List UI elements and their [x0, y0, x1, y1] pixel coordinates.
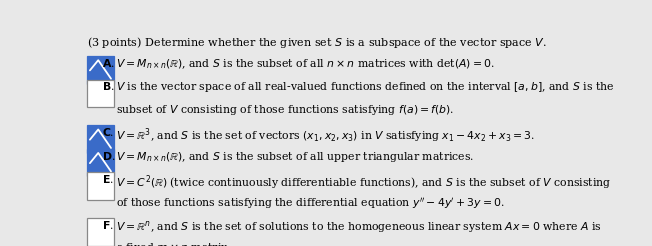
Text: $\mathbf{F}$.: $\mathbf{F}$.: [102, 219, 113, 231]
FancyBboxPatch shape: [87, 79, 114, 107]
Text: $\mathbf{E}$.: $\mathbf{E}$.: [102, 173, 113, 185]
Text: $V = M_{n\times n}(\mathbb{R})$, and $S$ is the subset of all upper triangular m: $V = M_{n\times n}(\mathbb{R})$, and $S$…: [116, 150, 474, 164]
Text: subset of $V$ consisting of those functions satisfying $f(a) = f(b)$.: subset of $V$ consisting of those functi…: [116, 103, 454, 117]
FancyBboxPatch shape: [87, 125, 114, 153]
FancyBboxPatch shape: [87, 218, 114, 246]
FancyBboxPatch shape: [87, 149, 114, 176]
Text: of those functions satisfying the differential equation $y'' - 4y' + 3y = 0$.: of those functions satisfying the differ…: [116, 196, 505, 211]
Text: (3 points) Determine whether the given set $S$ is a subspace of the vector space: (3 points) Determine whether the given s…: [87, 35, 546, 50]
FancyBboxPatch shape: [87, 172, 114, 200]
FancyBboxPatch shape: [87, 56, 114, 84]
Text: $V = M_{n\times n}(\mathbb{R})$, and $S$ is the subset of all $n \times n$ matri: $V = M_{n\times n}(\mathbb{R})$, and $S$…: [116, 57, 494, 71]
Text: $\mathbf{A}$.: $\mathbf{A}$.: [102, 57, 115, 69]
Text: $V = C^2(\mathbb{R})$ (twice continuously differentiable functions), and $S$ is : $V = C^2(\mathbb{R})$ (twice continuousl…: [116, 173, 611, 192]
Text: $V = \mathbb{R}^n$, and $S$ is the set of solutions to the homogeneous linear sy: $V = \mathbb{R}^n$, and $S$ is the set o…: [116, 219, 601, 235]
Text: $V$ is the vector space of all real-valued functions defined on the interval $[a: $V$ is the vector space of all real-valu…: [116, 80, 614, 94]
Text: $\mathbf{C}$.: $\mathbf{C}$.: [102, 126, 114, 138]
Text: $\mathbf{D}$.: $\mathbf{D}$.: [102, 150, 115, 162]
Text: a fixed $m \times n$ matrix.: a fixed $m \times n$ matrix.: [116, 241, 231, 246]
Text: $\mathbf{B}$.: $\mathbf{B}$.: [102, 80, 114, 92]
Text: $V = \mathbb{R}^3$, and $S$ is the set of vectors $(x_1, x_2, x_3)$ in $V$ satis: $V = \mathbb{R}^3$, and $S$ is the set o…: [116, 126, 535, 145]
